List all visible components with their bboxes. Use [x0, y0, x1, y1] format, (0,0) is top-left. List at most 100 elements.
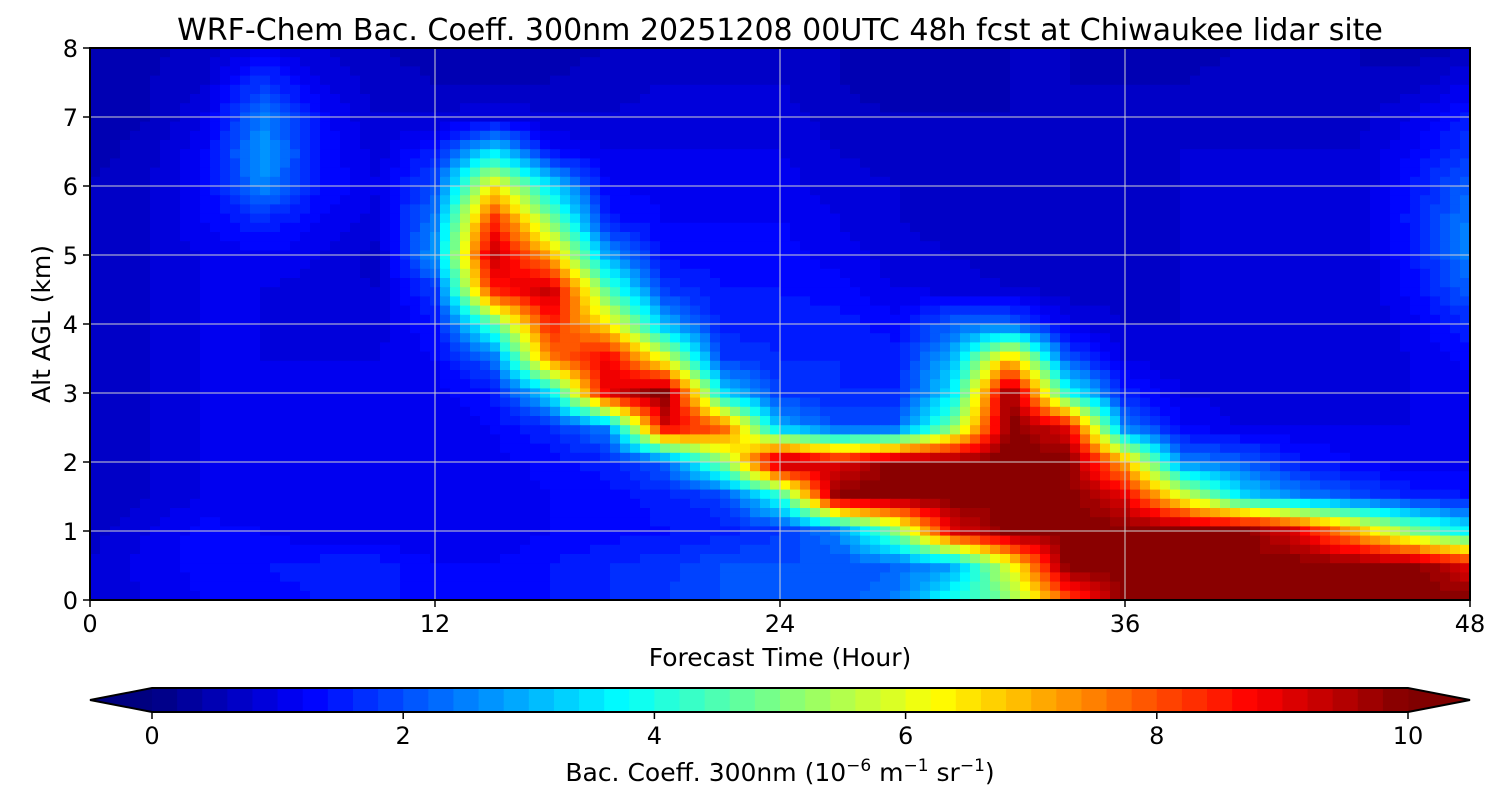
- heatmap-cell: [1020, 84, 1031, 95]
- heatmap-cell: [760, 351, 771, 362]
- heatmap-cell: [1060, 66, 1071, 77]
- heatmap-cell: [270, 268, 281, 279]
- heatmap-cell: [940, 66, 951, 77]
- heatmap-cell: [860, 84, 871, 95]
- heatmap-cell: [1400, 324, 1411, 334]
- heatmap-cell: [1440, 84, 1451, 95]
- heatmap-cell: [620, 121, 631, 132]
- heatmap-cell: [990, 324, 1001, 334]
- heatmap-cell: [210, 84, 221, 95]
- heatmap-cell: [960, 324, 971, 334]
- heatmap-cell: [930, 48, 941, 58]
- heatmap-cell: [450, 140, 461, 150]
- heatmap-cell: [1090, 259, 1101, 270]
- heatmap-cell: [1240, 48, 1251, 58]
- heatmap-cell: [920, 278, 931, 288]
- heatmap-cell: [640, 241, 651, 251]
- heatmap-cell: [960, 195, 971, 205]
- heatmap-cell: [1440, 305, 1451, 316]
- heatmap-cell: [390, 278, 401, 288]
- heatmap-cell: [440, 333, 451, 343]
- heatmap-cell: [460, 186, 471, 196]
- heatmap-cell: [1420, 149, 1431, 159]
- heatmap-cell: [800, 241, 811, 251]
- heatmap-cell: [340, 305, 351, 316]
- heatmap-cell: [1160, 176, 1171, 187]
- heatmap-cell: [980, 103, 991, 113]
- heatmap-cell: [910, 213, 921, 224]
- heatmap-cell: [1310, 167, 1321, 178]
- heatmap-cell: [540, 149, 551, 159]
- heatmap-cell: [480, 314, 491, 325]
- heatmap-cell: [980, 167, 991, 178]
- heatmap-cell: [300, 351, 311, 362]
- heatmap-cell: [720, 204, 731, 215]
- heatmap-cell: [130, 213, 141, 224]
- heatmap-cell: [880, 370, 891, 380]
- heatmap-cell: [820, 158, 831, 169]
- heatmap-cell: [90, 66, 101, 77]
- heatmap-cell: [300, 305, 311, 316]
- heatmap-cell: [830, 149, 841, 159]
- heatmap-cell: [1370, 167, 1381, 178]
- heatmap-cell: [560, 370, 571, 380]
- heatmap-cell: [1080, 94, 1091, 104]
- heatmap-cell: [1060, 360, 1071, 371]
- heatmap-cell: [160, 351, 171, 362]
- heatmap-cell: [350, 149, 361, 159]
- heatmap-cell: [1350, 324, 1361, 334]
- heatmap-cell: [140, 130, 151, 141]
- heatmap-cell: [760, 103, 771, 113]
- heatmap-cell: [910, 370, 921, 380]
- heatmap-cell: [1170, 314, 1181, 325]
- heatmap-cell: [350, 379, 361, 389]
- heatmap-cell: [980, 195, 991, 205]
- heatmap-cell: [440, 66, 451, 77]
- heatmap-cell: [340, 94, 351, 104]
- heatmap-cell: [220, 278, 231, 288]
- heatmap-cell: [1260, 370, 1271, 380]
- heatmap-cell: [1320, 370, 1331, 380]
- heatmap-cell: [410, 66, 421, 77]
- heatmap-cell: [960, 370, 971, 380]
- heatmap-cell: [620, 66, 631, 77]
- heatmap-cell: [720, 149, 731, 159]
- heatmap-cell: [1350, 176, 1361, 187]
- heatmap-cell: [1420, 296, 1431, 307]
- heatmap-cell: [1280, 241, 1291, 251]
- heatmap-cell: [1210, 48, 1221, 58]
- heatmap-cell: [90, 305, 101, 316]
- heatmap-cell: [360, 268, 371, 279]
- heatmap-cell: [730, 167, 741, 178]
- heatmap-cell: [830, 121, 841, 132]
- heatmap-cell: [660, 94, 671, 104]
- heatmap-cell: [660, 222, 671, 233]
- heatmap-cell: [490, 213, 501, 224]
- heatmap-cell: [710, 140, 721, 150]
- heatmap-cell: [690, 140, 701, 150]
- heatmap-cell: [590, 158, 601, 169]
- heatmap-cell: [1090, 75, 1101, 86]
- heatmap-cell: [1320, 342, 1331, 353]
- heatmap-cell: [640, 158, 651, 169]
- heatmap-cell: [860, 75, 871, 86]
- heatmap-cell: [1180, 241, 1191, 251]
- heatmap-cell: [660, 167, 671, 178]
- heatmap-cell: [320, 103, 331, 113]
- heatmap-cell: [1010, 268, 1021, 279]
- heatmap-cell: [950, 342, 961, 353]
- heatmap-cell: [850, 186, 861, 196]
- heatmap-cell: [990, 186, 1001, 196]
- heatmap-cell: [930, 232, 941, 242]
- heatmap-cell: [620, 333, 631, 343]
- heatmap-cell: [350, 158, 361, 169]
- heatmap-cell: [1050, 351, 1061, 362]
- heatmap-cell: [870, 360, 881, 371]
- heatmap-cell: [530, 241, 541, 251]
- heatmap-cell: [1210, 103, 1221, 113]
- heatmap-cell: [1280, 333, 1291, 343]
- heatmap-cell: [310, 351, 321, 362]
- heatmap-cell: [960, 241, 971, 251]
- heatmap-cell: [210, 140, 221, 150]
- heatmap-cell: [1400, 204, 1411, 215]
